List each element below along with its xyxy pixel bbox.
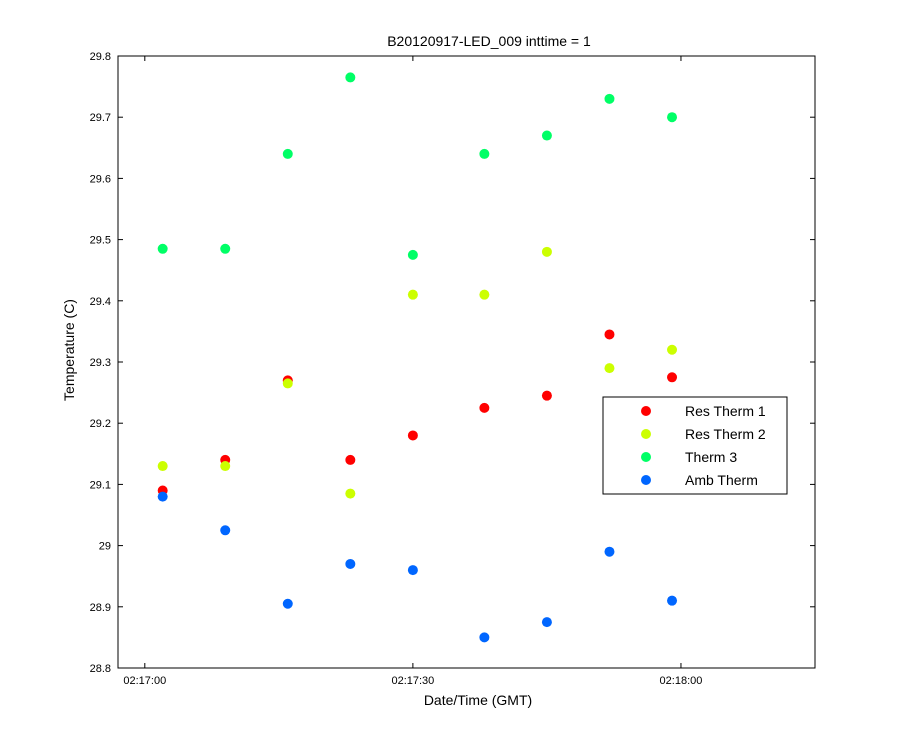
data-point [157,243,168,254]
data-point [345,558,356,569]
data-points [157,72,678,643]
data-point [604,93,615,104]
y-tick-label: 28.9 [90,602,111,614]
data-point [541,246,552,257]
series-therm-3 [157,72,678,260]
data-point [407,565,418,576]
data-point [479,632,490,643]
data-point [220,243,231,254]
y-tick-label: 29.2 [90,418,111,430]
data-point [541,130,552,141]
data-point [282,598,293,609]
legend-label: Amb Therm [685,472,758,488]
data-point [479,402,490,413]
y-axis: 28.8 28.9 29 29.1 29.2 29.3 29.4 29.5 29.6 29.7 29… [90,51,815,675]
data-point [220,525,231,536]
data-point [407,430,418,441]
x-axis-label: Date/Time (GMT) [424,692,532,708]
y-tick-label: 29.6 [90,173,111,185]
x-tick-label: 02:17:30 [391,675,434,687]
y-tick-label: 29 [99,541,111,553]
series-res-therm-2 [157,246,678,499]
data-point [604,329,615,340]
data-point [345,488,356,499]
data-point [407,249,418,260]
x-tick-label: 02:18:00 [660,675,703,687]
series-res-therm-1 [157,329,678,496]
data-point [282,148,293,159]
legend-box [602,396,788,495]
legend-marker [641,406,651,416]
data-point [407,289,418,300]
data-point [541,390,552,401]
data-point [157,461,168,472]
data-point [479,148,490,159]
data-point [345,72,356,83]
legend-label: Res Therm 2 [685,426,766,442]
y-tick-label: 29.4 [90,296,111,308]
x-axis: 02:17:00 02:17:30 02:18:00 [123,56,702,687]
data-point [282,378,293,389]
legend-label: Res Therm 1 [685,403,766,419]
series-amb-therm [157,491,678,643]
legend-marker [641,452,651,462]
legend: Res Therm 1 Res Therm 2 Therm 3 Amb Therm [602,396,788,495]
legend-marker [641,475,651,485]
y-axis-label: Temperature (C) [61,299,77,401]
data-point [157,491,168,502]
y-tick-label: 29.5 [90,235,111,247]
data-point [667,372,678,383]
y-tick-label: 29.1 [90,479,111,491]
y-tick-label: 29.3 [90,357,111,369]
data-point [604,546,615,557]
data-point [541,617,552,628]
data-point [667,112,678,123]
y-tick-label: 29.7 [90,112,111,124]
data-point [479,289,490,300]
legend-marker [641,429,651,439]
y-tick-label: 29.8 [90,51,111,63]
data-point [667,595,678,606]
y-tick-label: 28.8 [90,663,111,675]
legend-label: Therm 3 [685,449,737,465]
data-point [345,454,356,465]
data-point [667,344,678,355]
x-tick-label: 02:17:00 [123,675,166,687]
data-point [220,461,231,472]
chart-title: B20120917-LED_009 inttime = 1 [387,33,591,49]
plot-area [117,55,816,669]
data-point [604,363,615,374]
